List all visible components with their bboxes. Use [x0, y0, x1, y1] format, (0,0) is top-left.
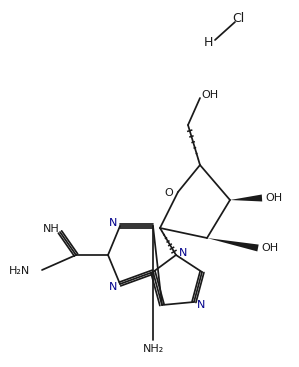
Text: N: N	[109, 282, 117, 292]
Text: NH₂: NH₂	[142, 344, 164, 354]
Text: N: N	[109, 218, 117, 228]
Text: OH: OH	[266, 193, 283, 203]
Text: NH: NH	[43, 224, 60, 234]
Text: N: N	[197, 300, 205, 310]
Polygon shape	[230, 195, 262, 201]
Text: N: N	[179, 248, 187, 258]
Text: H: H	[203, 36, 213, 50]
Text: H₂N: H₂N	[9, 266, 30, 276]
Text: OH: OH	[202, 90, 219, 100]
Text: OH: OH	[261, 243, 279, 253]
Text: Cl: Cl	[232, 11, 244, 25]
Polygon shape	[207, 238, 259, 251]
Text: O: O	[165, 188, 173, 198]
